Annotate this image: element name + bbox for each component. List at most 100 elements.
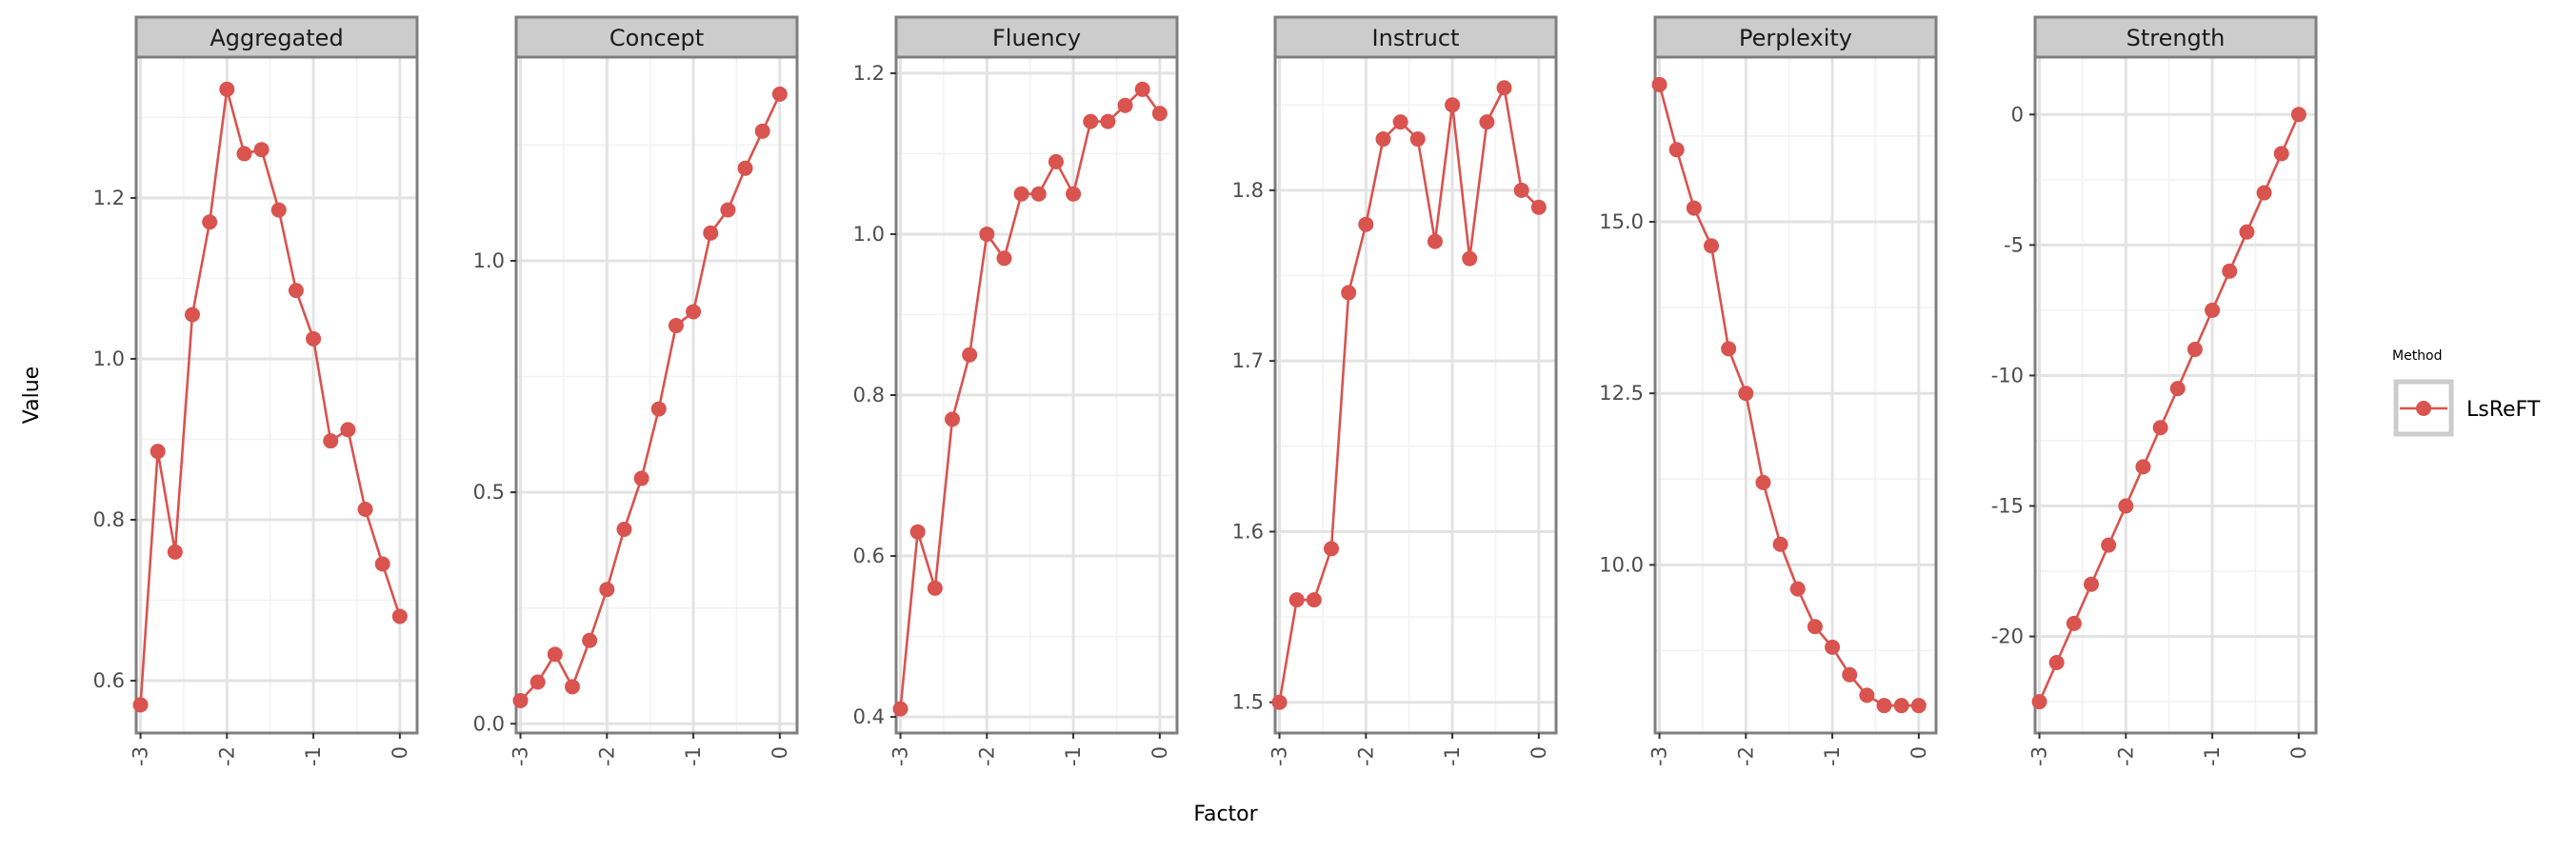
x-tick-label: -3 bbox=[889, 746, 912, 766]
data-point bbox=[185, 307, 200, 323]
data-point bbox=[720, 202, 736, 218]
data-point bbox=[582, 632, 598, 648]
data-point bbox=[374, 556, 390, 572]
y-tick-label: 1.0 bbox=[853, 223, 885, 246]
data-point bbox=[2152, 420, 2168, 436]
y-tick-label: 0.8 bbox=[853, 384, 885, 406]
data-point bbox=[1271, 694, 1288, 710]
data-point bbox=[1910, 698, 1927, 714]
panel-border bbox=[514, 55, 799, 735]
data-point bbox=[1306, 592, 1322, 608]
data-point bbox=[2290, 107, 2306, 123]
x-tick-label: -2 bbox=[1354, 746, 1377, 766]
data-point bbox=[2084, 576, 2099, 592]
facet-panel-strength: Strength-20-15-10-50-3 -2 -1 0 bbox=[1991, 15, 2318, 766]
data-point bbox=[771, 86, 788, 102]
data-point bbox=[2273, 146, 2289, 162]
data-point bbox=[2031, 694, 2047, 710]
data-point bbox=[1859, 687, 1875, 703]
data-point bbox=[219, 81, 235, 97]
y-tick-label: 0.0 bbox=[473, 712, 505, 735]
facet-strip bbox=[894, 15, 1179, 59]
data-point bbox=[1772, 536, 1788, 552]
data-point bbox=[1842, 666, 1858, 683]
y-tick-label: 0 bbox=[2011, 103, 2024, 126]
y-tick-label: 0.6 bbox=[853, 545, 885, 567]
panel-background bbox=[516, 57, 797, 733]
y-tick-label: -5 bbox=[2004, 233, 2024, 256]
series-line bbox=[1278, 86, 1540, 703]
data-point bbox=[1893, 698, 1909, 714]
data-point bbox=[270, 202, 287, 218]
y-tick-label: 12.5 bbox=[1599, 382, 1644, 405]
data-point bbox=[2048, 654, 2065, 670]
data-point bbox=[202, 214, 218, 230]
facet-strip bbox=[514, 15, 799, 59]
data-point bbox=[547, 646, 563, 663]
data-point bbox=[2256, 185, 2272, 201]
y-tick-label: -15 bbox=[1991, 495, 2024, 518]
y-tick-label: 10.0 bbox=[1599, 553, 1644, 576]
x-tick-label: -1 bbox=[1441, 746, 1464, 766]
x-tick-label: -2 bbox=[1734, 746, 1757, 766]
data-point bbox=[565, 679, 580, 695]
x-tick-label: -2 bbox=[595, 746, 618, 766]
legend-key bbox=[2393, 379, 2454, 437]
data-point bbox=[236, 146, 252, 162]
panel-border bbox=[134, 55, 419, 735]
data-point bbox=[2222, 263, 2238, 279]
data-point bbox=[1807, 619, 1823, 635]
series-line bbox=[899, 88, 1161, 709]
y-tick-label: 1.0 bbox=[473, 249, 505, 272]
panel-border bbox=[2033, 55, 2318, 735]
data-point bbox=[167, 544, 183, 560]
facet-strip-label: Perplexity bbox=[1739, 25, 1852, 51]
y-tick-label: 1.7 bbox=[1232, 349, 1264, 372]
data-point bbox=[1083, 113, 1099, 129]
data-point bbox=[909, 524, 926, 540]
legend-title: Method bbox=[2392, 348, 2443, 364]
y-tick-label: 1.8 bbox=[1232, 179, 1264, 202]
data-point bbox=[737, 160, 753, 176]
y-tick-label: 0.8 bbox=[93, 508, 125, 531]
x-tick-label: -3 bbox=[509, 746, 532, 766]
data-point bbox=[306, 330, 322, 347]
data-point bbox=[754, 123, 770, 139]
legend-label: LsReFT bbox=[2466, 398, 2541, 422]
data-point bbox=[1651, 76, 1667, 92]
data-point bbox=[1445, 97, 1461, 113]
data-point bbox=[340, 422, 356, 438]
data-point bbox=[1288, 592, 1305, 608]
data-point bbox=[1375, 131, 1391, 148]
data-point bbox=[633, 470, 649, 486]
data-point bbox=[1151, 106, 1168, 122]
x-tick-label: -2 bbox=[975, 746, 998, 766]
data-point bbox=[650, 401, 667, 417]
data-point bbox=[599, 582, 615, 598]
data-point bbox=[253, 142, 270, 158]
x-tick-label: -1 bbox=[1062, 746, 1085, 766]
facet-strip-label: Aggregated bbox=[210, 25, 343, 51]
data-point bbox=[2135, 459, 2151, 475]
panel-background bbox=[1655, 57, 1936, 733]
data-point bbox=[1100, 113, 1116, 129]
data-point bbox=[962, 347, 978, 363]
data-point bbox=[1048, 153, 1064, 169]
x-tick-label: -2 bbox=[215, 746, 238, 766]
series-line bbox=[2038, 113, 2301, 703]
x-tick-label: -3 bbox=[1268, 746, 1291, 766]
x-tick-label: -1 bbox=[682, 746, 705, 766]
legend-key-point bbox=[2416, 401, 2431, 416]
y-tick-label: 1.2 bbox=[853, 62, 885, 85]
data-point bbox=[2118, 498, 2134, 514]
data-point bbox=[703, 225, 719, 241]
x-tick-label: 0 bbox=[2287, 746, 2310, 759]
data-point bbox=[529, 674, 546, 690]
x-tick-label: 0 bbox=[769, 746, 791, 759]
facet-strip bbox=[1653, 15, 1938, 59]
facet-panel-fluency: Fluency 0.4 0.6 0.8 1.0 1.2 -3 -2 -1 0 bbox=[853, 15, 1179, 766]
data-point bbox=[892, 701, 909, 717]
data-point bbox=[1462, 250, 1478, 267]
data-point bbox=[1513, 182, 1529, 198]
